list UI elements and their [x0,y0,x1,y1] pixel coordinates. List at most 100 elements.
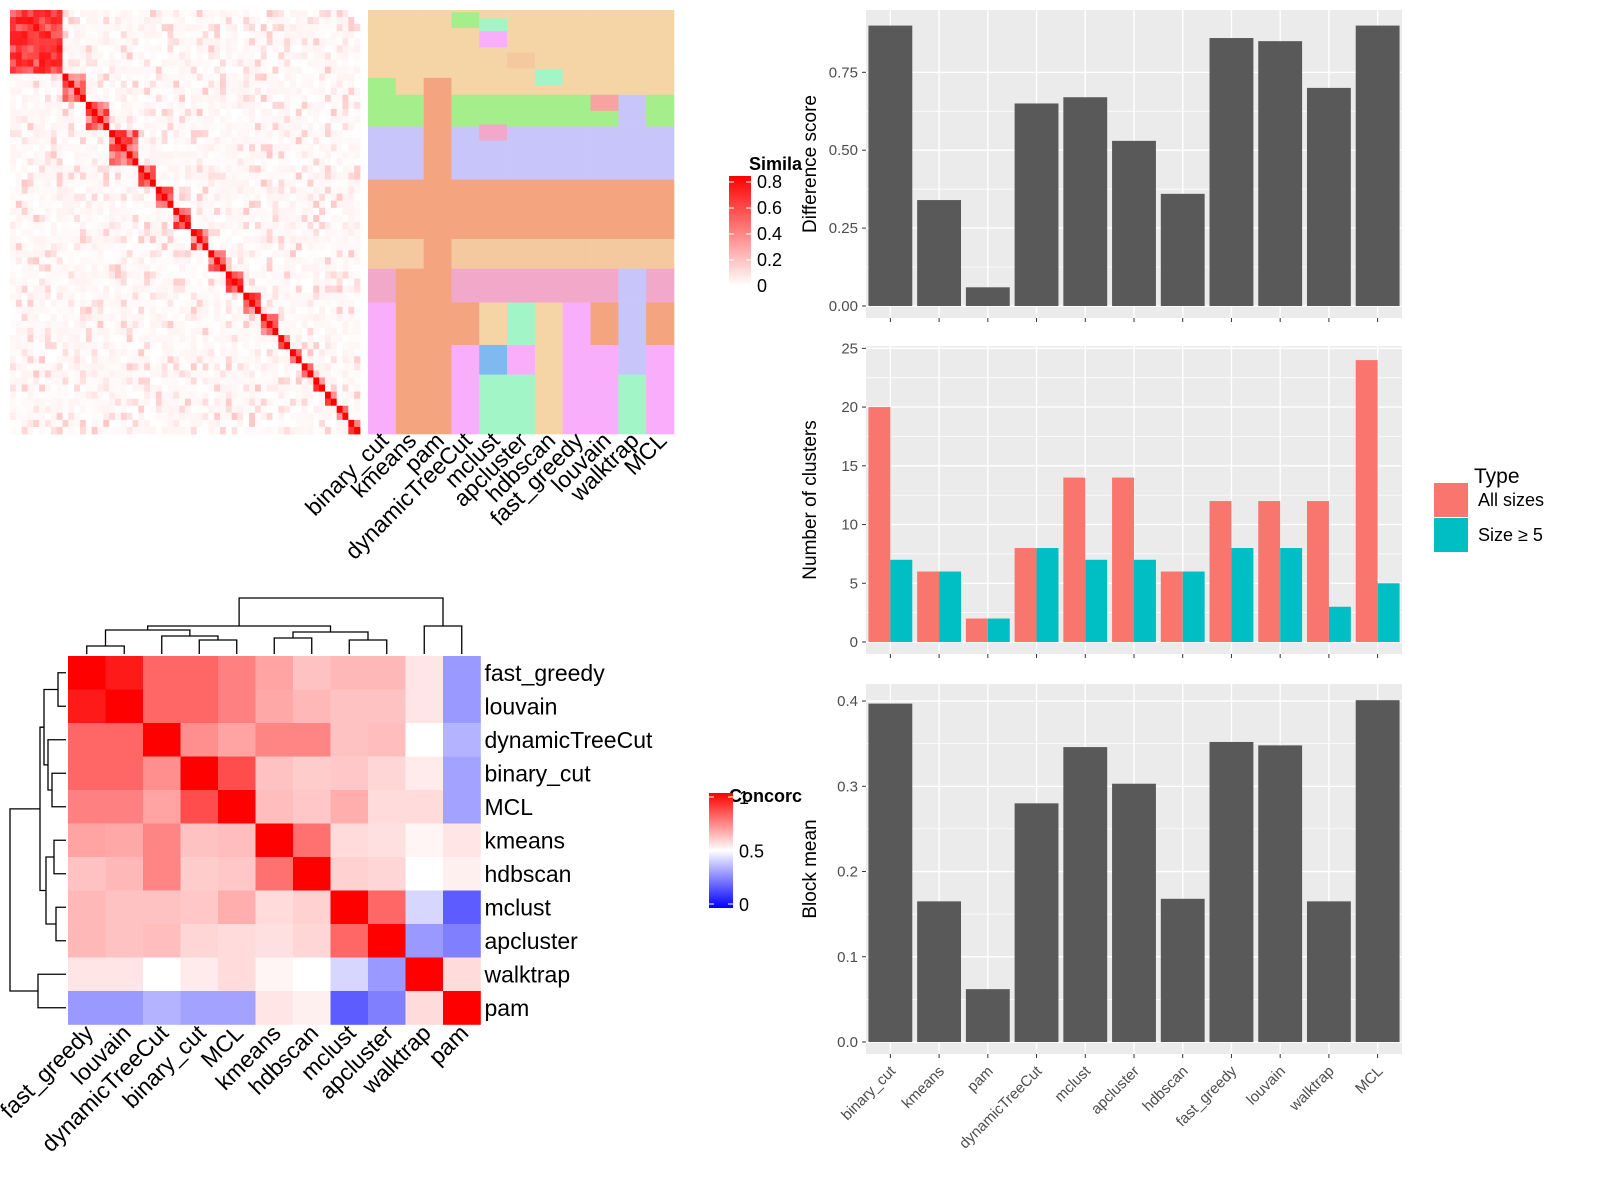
similarity-cell [336,391,343,400]
similarity-cell [91,87,98,96]
similarity-cell [109,398,116,407]
similarity-cell [150,370,157,378]
type-legend-swatch [1434,518,1468,552]
similarity-cell [290,405,297,414]
similarity-cell [185,38,192,46]
similarity-cell [295,299,303,308]
similarity-cell [208,87,215,96]
similarity-cell [190,313,198,322]
similarity-cell [260,377,268,385]
similarity-cell [138,236,145,244]
similarity-cell [243,73,250,82]
similarity-cell [68,342,75,350]
similarity-cell [348,363,355,371]
similarity-cell [68,257,75,265]
similarity-cell [214,165,221,173]
similarity-legend-label: 0.6 [757,198,782,218]
similarity-cell [290,285,297,294]
similarity-cell [68,158,75,166]
similarity-cell [173,313,180,322]
similarity-cell [278,426,285,435]
similarity-cell [290,335,297,343]
similarity-cell [115,24,122,32]
similarity-cell [45,207,52,216]
similarity-cell [190,94,198,103]
similarity-cell [161,144,168,152]
similarity-cell [220,200,227,209]
similarity-cell [132,186,139,195]
similarity-cell [179,405,186,414]
similarity-cell [237,384,244,392]
similarity-cell [80,342,87,350]
similarity-cell [348,243,355,251]
similarity-cell [243,52,250,60]
similarity-cell [132,398,139,407]
bar-all-sizes [917,571,940,642]
similarity-cell [208,10,215,18]
y-axis-title: Number of clusters [800,420,821,579]
similarity-cell [80,87,87,96]
similarity-cell [336,151,343,159]
similarity-cell [348,328,355,336]
similarity-cell [336,52,343,60]
concordance-cell [368,857,406,891]
similarity-cell [62,342,69,350]
similarity-cell [97,116,104,124]
concordance-cell [218,991,256,1025]
similarity-cell [39,38,46,46]
similarity-cell [208,405,215,414]
similarity-cell [56,73,63,82]
similarity-cell [132,313,139,322]
similarity-cell [231,24,238,32]
similarity-cell [27,264,34,272]
similarity-cell [33,236,40,244]
similarity-cell [144,222,151,230]
similarity-cell [62,123,69,131]
similarity-cell [173,391,180,400]
similarity-cell [74,370,81,378]
similarity-cell [120,320,128,329]
similarity-cell [255,94,262,103]
similarity-cell [260,52,268,60]
annotation-cell [423,344,452,375]
similarity-cell [301,101,308,110]
similarity-cell [208,271,215,279]
similarity-cell [27,137,34,145]
similarity-cell [249,214,256,223]
similarity-cell [243,165,250,173]
similarity-cell [132,328,139,336]
similarity-cell [179,87,186,96]
similarity-cell [50,59,58,67]
similarity-cell [237,193,244,202]
similarity-cell [120,10,128,18]
similarity-cell [120,73,128,82]
similarity-cell [150,271,157,279]
similarity-cell [68,243,75,251]
similarity-cell [138,264,145,272]
similarity-cell [45,328,52,336]
similarity-cell [132,271,139,279]
similarity-cell [91,349,98,357]
similarity-cell [342,285,349,294]
similarity-cell [278,229,285,237]
similarity-cell [27,130,34,138]
similarity-cell [260,320,268,329]
similarity-cell [167,59,174,67]
annotation-cell [646,94,675,127]
similarity-cell [85,363,93,371]
similarity-cell [179,10,186,18]
similarity-cell [325,229,332,237]
similarity-cell [202,94,209,103]
similarity-cell [202,130,209,138]
similarity-cell [80,193,87,202]
similarity-cell [354,10,361,18]
similarity-cell [325,87,332,96]
similarity-cell [50,320,58,329]
similarity-cell [284,214,291,223]
similarity-cell [237,320,244,329]
annotation-cell [479,302,508,346]
similarity-cell [10,31,17,39]
similarity-cell [284,59,291,67]
similarity-cell [220,73,227,82]
similarity-cell [301,151,308,159]
